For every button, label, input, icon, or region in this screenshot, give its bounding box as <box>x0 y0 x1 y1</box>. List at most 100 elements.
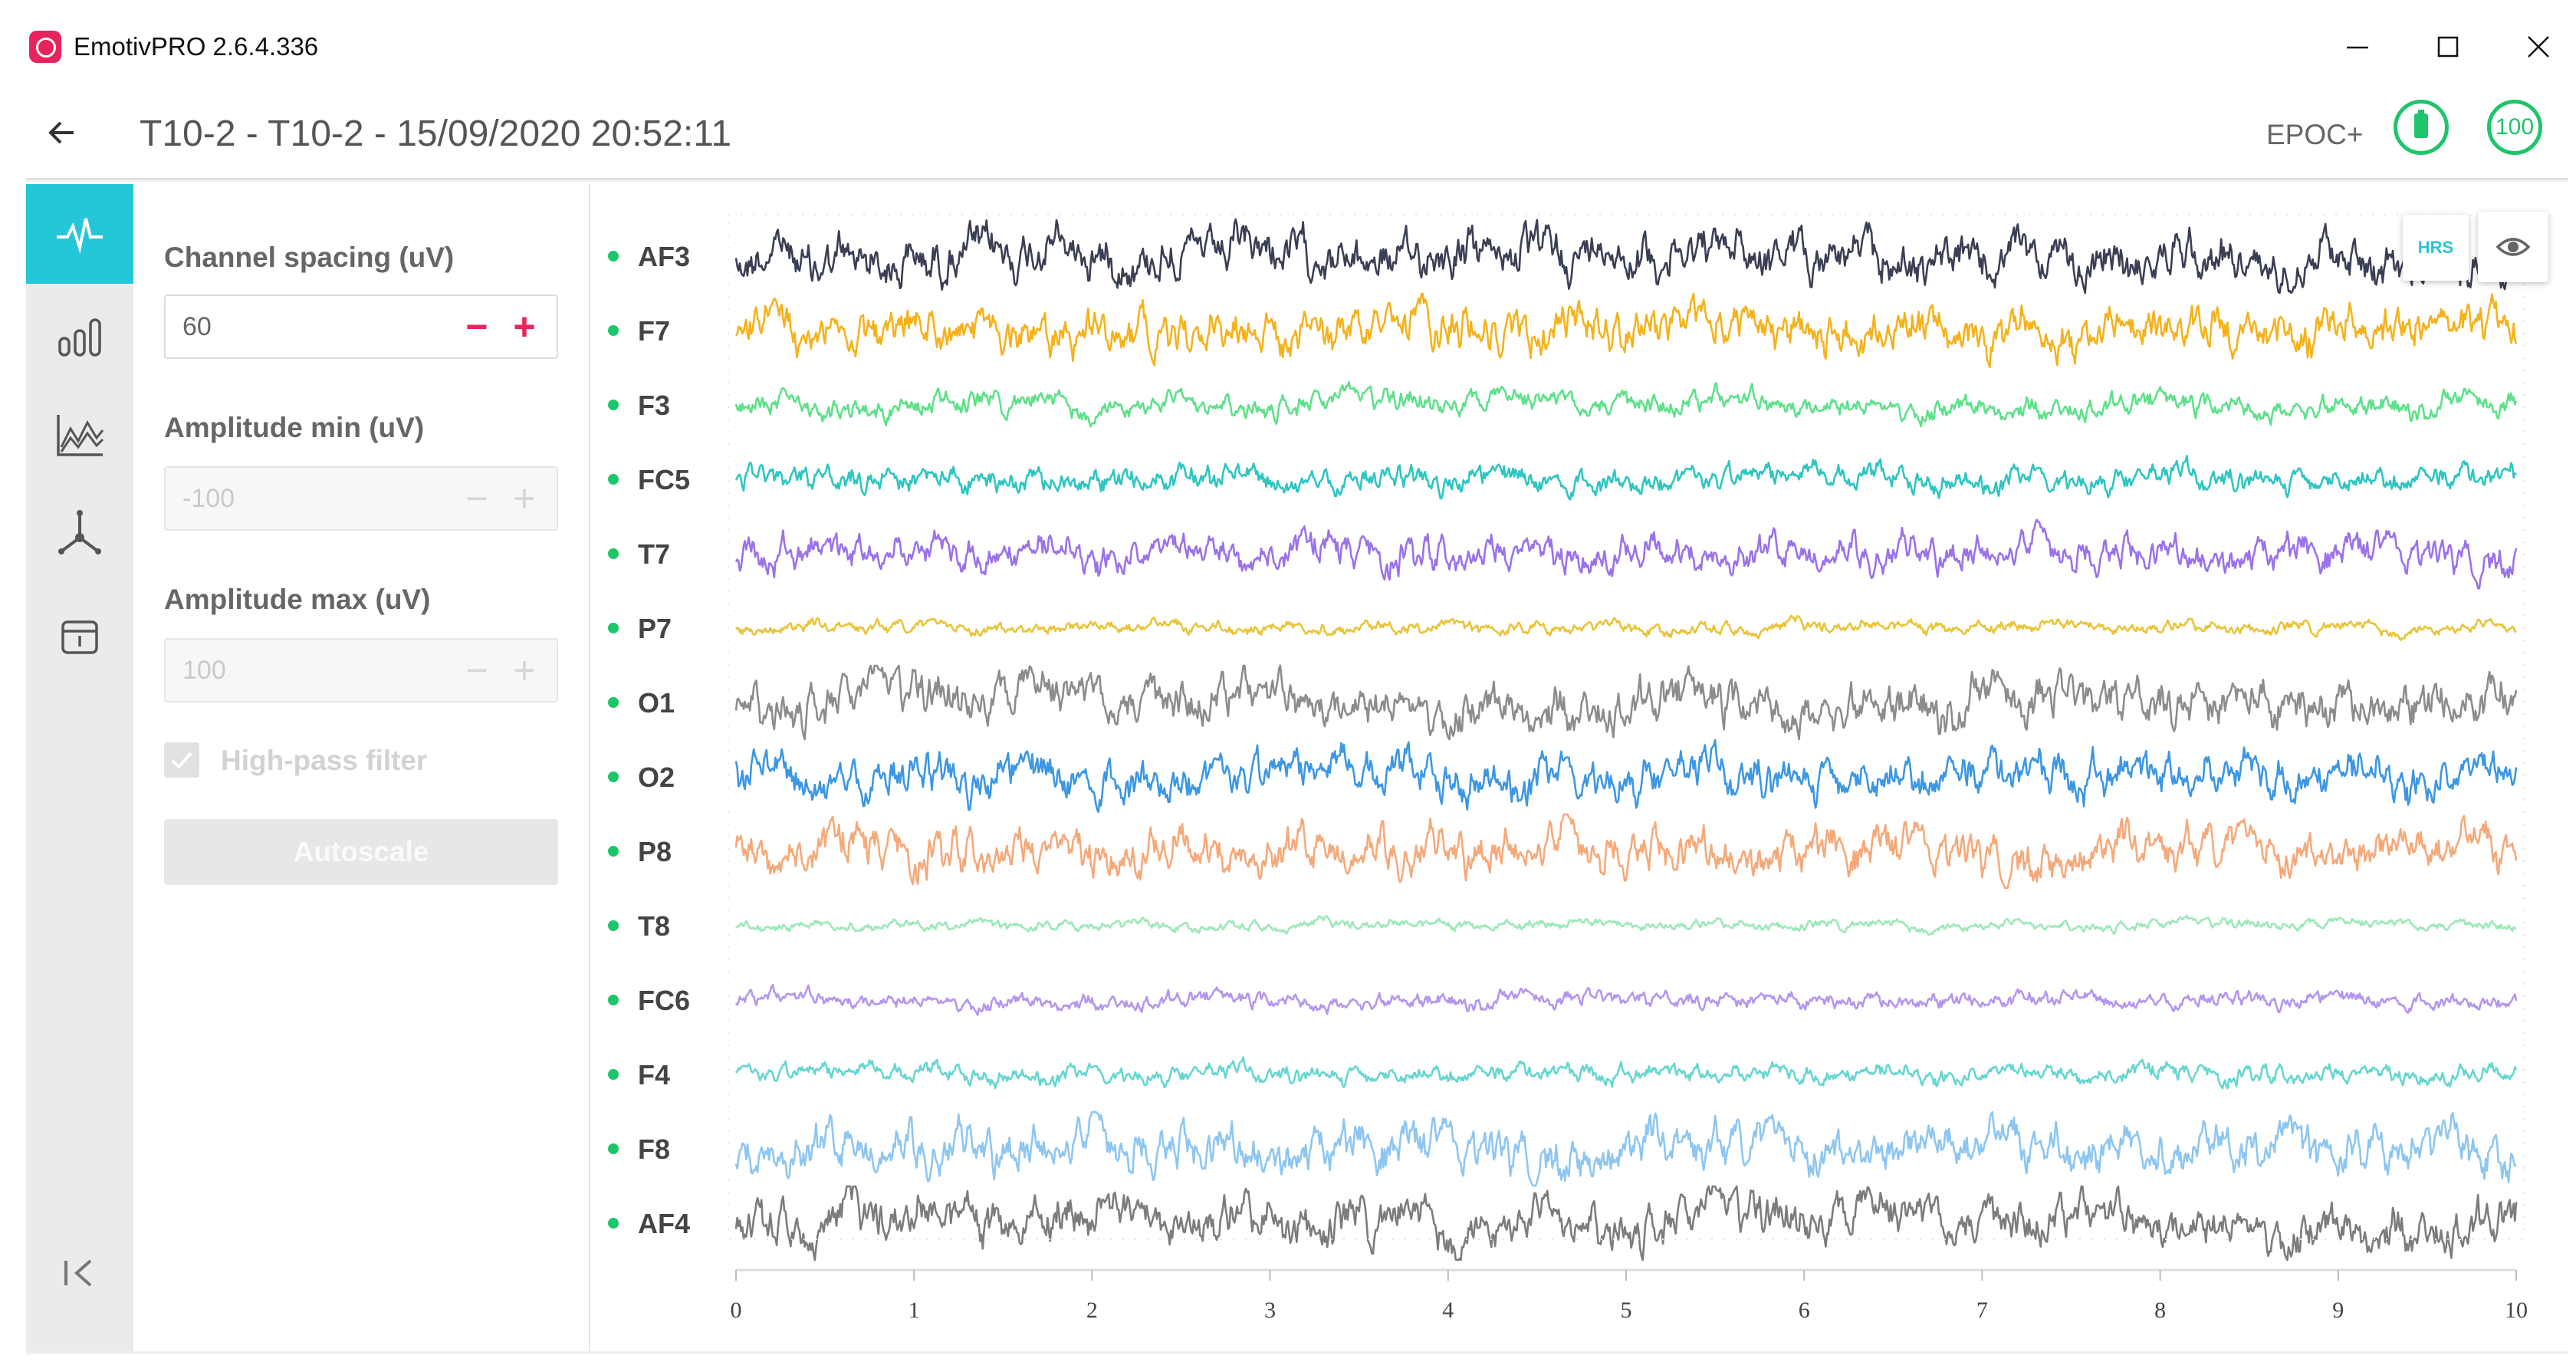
eeg-trace-t7 <box>734 518 2518 590</box>
channel-label-fc6: FC6 <box>638 985 690 1016</box>
footer-divider <box>26 1351 2568 1354</box>
channel-label-af4: AF4 <box>638 1208 690 1239</box>
channel-marker-f7 <box>608 325 619 336</box>
channel-label-p8: P8 <box>638 836 672 867</box>
channel-label-o2: O2 <box>638 762 675 793</box>
eeg-trace-o1 <box>734 664 2518 741</box>
channel-marker-o1 <box>608 697 619 708</box>
amplitude-min-field: -100 − + <box>164 466 558 531</box>
amplitude-max-field: 100 − + <box>164 638 558 702</box>
x-tick-label: 5 <box>1621 1298 1632 1323</box>
eeg-trace-f3 <box>734 380 2518 428</box>
channel-marker-fc6 <box>608 995 619 1005</box>
channel-marker-fc5 <box>608 474 619 485</box>
channel-marker-af3 <box>608 251 619 262</box>
recording-header: T10-2 - T10-2 - 15/09/2020 20:52:11 EPOC… <box>0 92 2576 181</box>
sidebar-item-band-power[interactable] <box>26 284 133 383</box>
bar-chart-icon <box>58 318 101 357</box>
eye-icon <box>2496 238 2530 256</box>
motion-sensor-icon <box>58 510 101 554</box>
x-tick-label: 7 <box>1976 1298 1988 1323</box>
autoscale-button: Autoscale <box>164 819 558 885</box>
back-button[interactable] <box>38 109 86 156</box>
channel-marker-p7 <box>608 623 619 633</box>
channel-marker-f4 <box>608 1069 619 1080</box>
channel-spacing-increase-button[interactable]: + <box>513 305 536 348</box>
sidebar-rail <box>26 184 133 1354</box>
channel-label-fc5: FC5 <box>638 464 690 495</box>
collapse-sidebar-button[interactable] <box>26 1235 133 1311</box>
x-tick-label: 4 <box>1442 1298 1454 1323</box>
app-title: EmotivPRO 2.6.4.336 <box>74 32 319 61</box>
channel-marker-f8 <box>608 1143 619 1154</box>
channel-spacing-decrease-button[interactable]: − <box>465 305 488 348</box>
channel-spacing-label: Channel spacing (uV) <box>164 242 455 273</box>
amplitude-max-decrease-button: − <box>465 649 488 692</box>
eeg-trace-p8 <box>734 813 2518 890</box>
channel-spacing-field[interactable]: 60 − + <box>164 294 558 359</box>
amplitude-min-decrease-button: − <box>465 477 488 520</box>
channel-marker-t8 <box>608 920 619 931</box>
close-icon <box>2528 36 2549 58</box>
channel-label-t8: T8 <box>638 910 670 942</box>
x-tick-label: 10 <box>2505 1298 2528 1323</box>
eeg-trace-fc5 <box>734 455 2517 501</box>
channel-marker-o2 <box>608 771 619 782</box>
channel-label-f7: F7 <box>638 315 670 347</box>
channel-marker-p8 <box>608 846 619 857</box>
minimize-icon <box>2347 46 2368 49</box>
close-button[interactable] <box>2504 21 2573 72</box>
amplitude-min-label: Amplitude min (uV) <box>164 412 425 443</box>
amplitude-max-increase-button: + <box>513 649 536 692</box>
raw-eeg-icon <box>57 218 103 254</box>
channel-label-af3: AF3 <box>638 241 690 272</box>
channel-label-f4: F4 <box>638 1059 670 1091</box>
hrs-toggle-button[interactable]: HRS <box>2403 215 2469 281</box>
collapse-icon <box>64 1259 92 1287</box>
eeg-trace-fc6 <box>734 984 2518 1016</box>
battery-icon[interactable] <box>2394 100 2449 155</box>
plot-frame <box>728 214 2525 1240</box>
eeg-trace-t8 <box>735 914 2517 936</box>
contact-quality-badge[interactable]: 100 <box>2487 100 2542 155</box>
amplitude-max-value: 100 <box>182 656 226 685</box>
minimize-button[interactable] <box>2323 21 2392 72</box>
emotiv-logo-icon <box>29 31 61 63</box>
header-divider <box>26 178 2568 183</box>
eeg-trace-f4 <box>734 1056 2518 1090</box>
eeg-trace-p7 <box>734 614 2517 642</box>
eeg-trace-f7 <box>734 292 2518 369</box>
sidebar-item-motion[interactable] <box>26 483 133 583</box>
x-tick-label: 9 <box>2332 1298 2344 1323</box>
channel-marker-af4 <box>608 1218 619 1229</box>
eeg-trace-af3 <box>734 218 2517 294</box>
amplitude-max-label: Amplitude max (uV) <box>164 584 431 615</box>
channel-label-t7: T7 <box>638 538 670 570</box>
x-tick-label: 3 <box>1264 1298 1276 1323</box>
recording-title: T10-2 - T10-2 - 15/09/2020 20:52:11 <box>140 114 732 154</box>
x-tick-label: 2 <box>1086 1298 1098 1323</box>
high-pass-filter-checkbox <box>164 742 199 778</box>
eeg-chart[interactable]: AF3 F7 F3 FC5 T7 P7 O1 O2 P8 T8 FC6 F4 F8 AF4 0 1 2 3 4 5 6 7… <box>590 184 2568 1351</box>
checkmark-icon <box>171 752 192 769</box>
maximize-icon <box>2437 36 2459 58</box>
channel-marker-f3 <box>608 400 619 410</box>
maximize-button[interactable] <box>2413 21 2482 72</box>
channel-label-p7: P7 <box>638 613 672 644</box>
channel-spacing-value[interactable]: 60 <box>182 312 212 341</box>
channel-label-o1: O1 <box>638 687 675 719</box>
sidebar-item-raw-eeg[interactable] <box>26 184 133 284</box>
x-tick-label: 8 <box>2154 1298 2166 1323</box>
sidebar-item-markers[interactable] <box>26 583 133 683</box>
performance-metrics-icon <box>57 415 104 456</box>
arrow-left-icon <box>48 121 74 144</box>
high-pass-filter-label: High-pass filter <box>221 745 428 776</box>
display-settings-panel: Channel spacing (uV) 60 − + Amplitude mi… <box>133 184 590 1354</box>
channel-label-f3: F3 <box>638 390 670 421</box>
eeg-trace-o2 <box>734 739 2518 813</box>
channel-marker-t7 <box>608 548 619 559</box>
toggle-visibility-button[interactable] <box>2478 212 2548 282</box>
sidebar-item-performance-metrics[interactable] <box>26 383 133 483</box>
eeg-trace-f8 <box>734 1110 2517 1187</box>
markers-icon <box>61 620 98 654</box>
